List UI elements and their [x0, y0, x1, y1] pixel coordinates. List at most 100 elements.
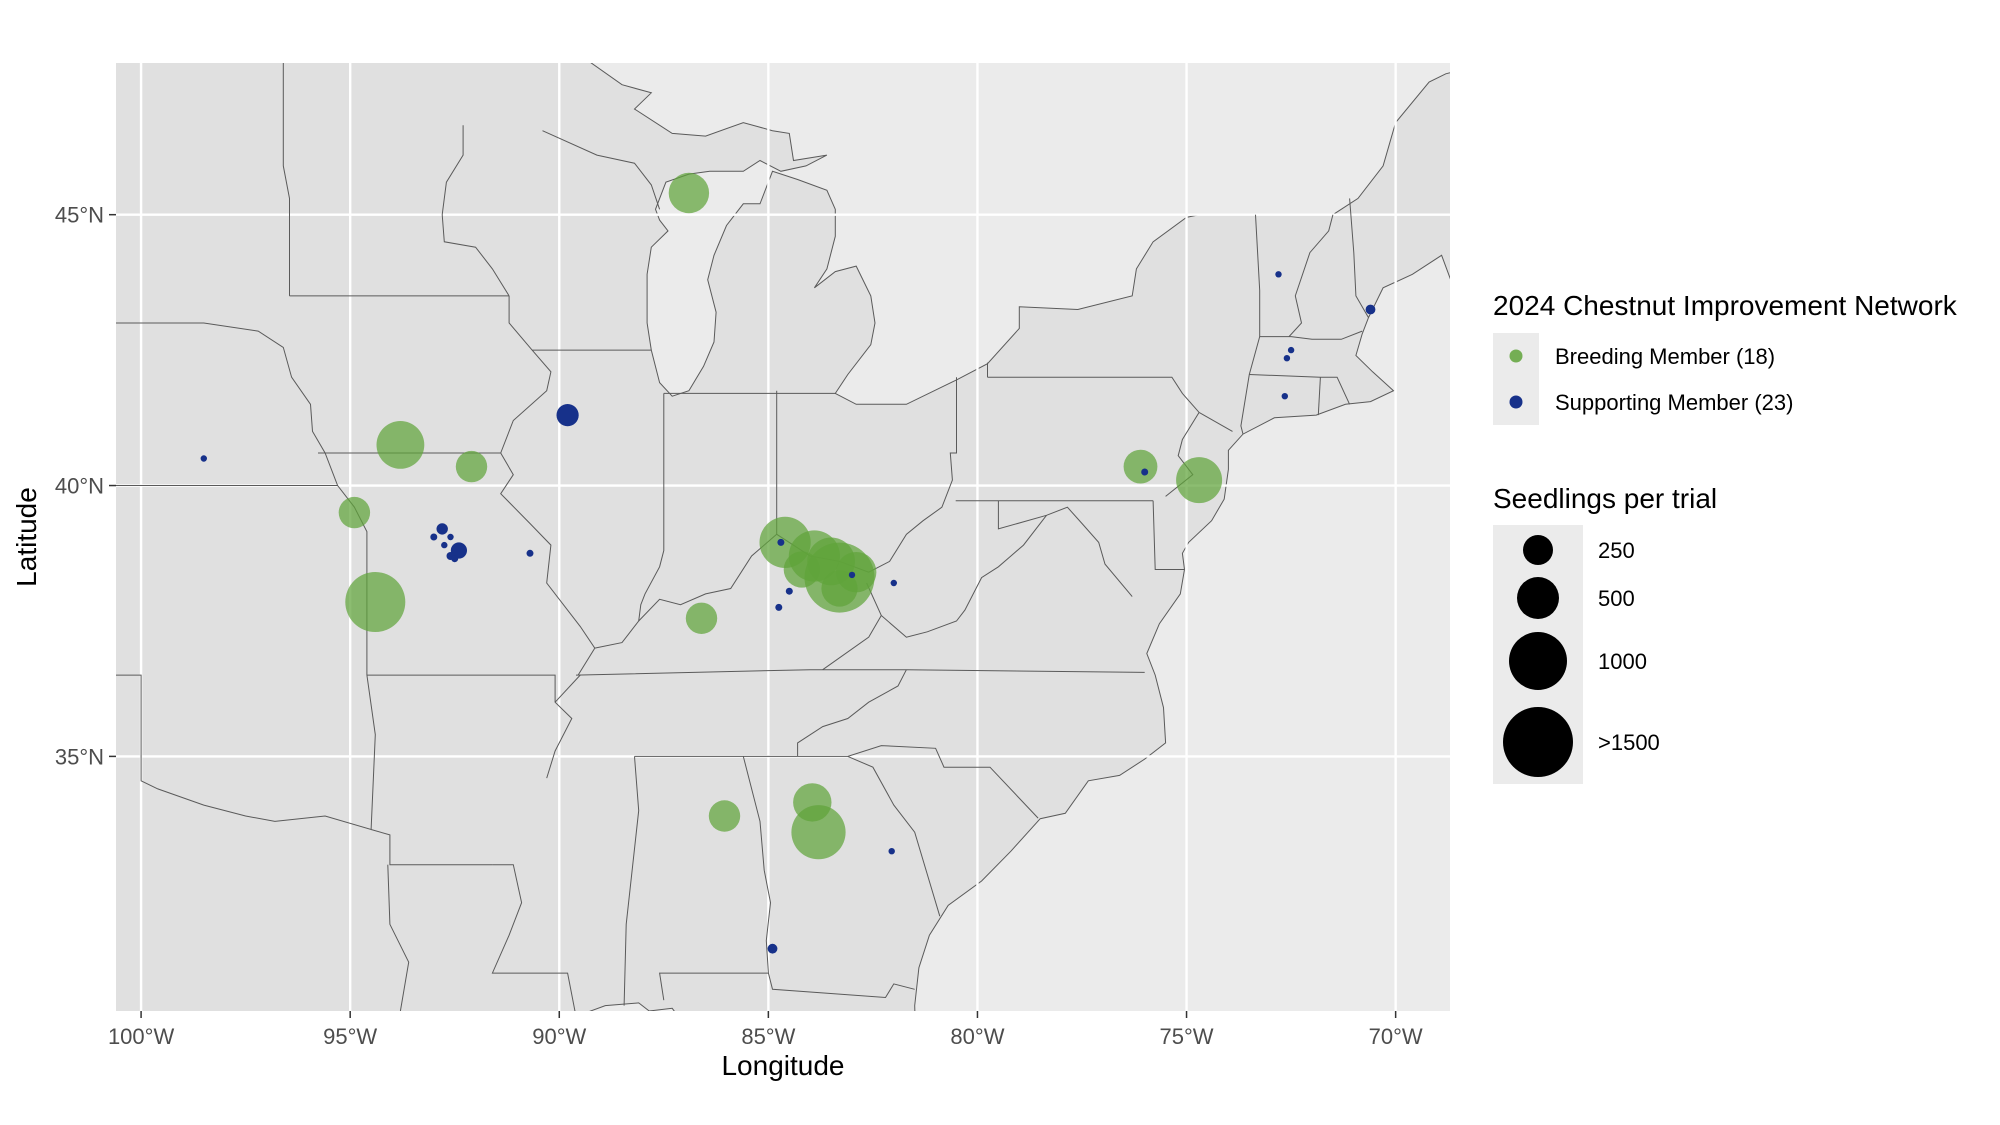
y-axis-title: Latitude [11, 487, 42, 587]
supporting-member-point [848, 571, 856, 579]
supporting-member-point [1283, 355, 1291, 362]
size-key-1500-label: >1500 [1598, 730, 1660, 755]
state-border-line [638, 393, 665, 622]
size-key-250-label: 250 [1598, 538, 1635, 563]
supporting-member-point [450, 542, 467, 559]
supporting-member-point [777, 538, 785, 546]
breeding-member-point [338, 496, 371, 529]
x-tick-label: 75°W [1160, 1024, 1214, 1049]
size-key-500-dot [1517, 577, 1559, 619]
state-border-line [370, 829, 493, 866]
supporting-member-point [888, 848, 895, 855]
x-tick-label: 85°W [741, 1024, 795, 1049]
state-border-line [387, 864, 410, 1011]
breeding-member-point [345, 572, 406, 632]
state-border-line [1249, 374, 1351, 405]
supporting-member-point [1287, 346, 1295, 354]
supporting-member-point [1141, 468, 1149, 476]
y-tick-label: 45°N [55, 203, 104, 228]
supporting-member-point [767, 943, 778, 954]
size-key-1000-label: 1000 [1598, 649, 1647, 674]
breeding-member-point [708, 800, 741, 832]
state-border-line [767, 972, 915, 999]
state-border-line [441, 125, 510, 297]
member-type-legend-key-background [1493, 333, 1539, 425]
x-tick-label: 100°W [108, 1024, 175, 1049]
size-key-250-dot [1523, 535, 1553, 565]
breeding-member-point [376, 421, 425, 469]
state-border-line [554, 674, 581, 703]
state-border-line [366, 674, 573, 779]
size-key-500-label: 500 [1598, 586, 1635, 611]
y-tick-label: 35°N [55, 744, 104, 769]
breeding-member-point [685, 602, 718, 634]
y-tick-label: 40°N [55, 474, 104, 499]
breeding-member-point [1123, 449, 1158, 484]
size-key-1000-dot [1509, 632, 1567, 690]
x-axis-title: Longitude [721, 1050, 844, 1081]
supporting-member-point [436, 523, 448, 535]
map-panel [116, 63, 1450, 1011]
state-border-line [1317, 377, 1321, 416]
supporting-member-point [526, 549, 534, 557]
seedlings-size-legend: Seedlings per trial 250 500 1000 >1500 [1493, 483, 1717, 784]
supporting-member-point [556, 404, 579, 427]
supporting-member-point [785, 587, 793, 595]
state-border-line [659, 756, 772, 1001]
state-border-line [1288, 214, 1334, 337]
state-border-line [116, 674, 376, 831]
breeding-member-point [783, 551, 820, 588]
state-border-line [1152, 500, 1185, 570]
x-tick-label: 90°W [532, 1024, 586, 1049]
state-border-line [1255, 214, 1363, 340]
supporting-member-point [451, 555, 459, 563]
breeding-member-point [455, 450, 488, 483]
state-border-line [822, 615, 882, 671]
x-tick-label: 80°W [950, 1024, 1004, 1049]
state-border-line [318, 452, 596, 676]
breeding-member-point [1176, 457, 1223, 504]
state-border-line [797, 669, 907, 757]
member-type-legend-title: 2024 Chestnut Improvement Network [1493, 290, 1958, 321]
breeding-member-label: Breeding Member (18) [1555, 344, 1775, 369]
size-key-1500-dot [1503, 707, 1573, 777]
breeding-member-point [821, 570, 858, 607]
state-border-line [623, 756, 640, 1006]
supporting-member-point [447, 533, 454, 541]
state-border-line [1248, 336, 1261, 375]
state-border-line [491, 864, 576, 1011]
supporting-member-point [1275, 271, 1282, 278]
y-axis-ticks: 35°N 40°N 45°N [55, 203, 116, 769]
supporting-member-point [890, 579, 897, 587]
supporting-member-point [775, 603, 783, 611]
supporting-member-points [200, 271, 1376, 954]
supporting-member-point [430, 533, 438, 541]
supporting-member-point [200, 455, 207, 462]
member-type-legend: 2024 Chestnut Improvement Network Breedi… [1493, 290, 1958, 425]
supporting-member-point [1281, 393, 1289, 400]
state-border-line [542, 130, 661, 210]
state-border-line [987, 376, 1200, 413]
state-border-line [575, 669, 1145, 676]
breeding-member-point [791, 805, 846, 860]
supporting-member-key-dot [1509, 395, 1523, 409]
breeding-member-point [668, 172, 710, 214]
x-axis-ticks: 100°W 95°W 90°W 85°W 80°W 75°W 70°W [108, 1011, 1423, 1049]
supporting-member-point [1365, 304, 1376, 315]
state-border-line [866, 514, 1047, 638]
supporting-member-label: Supporting Member (23) [1555, 390, 1793, 415]
x-tick-label: 95°W [323, 1024, 377, 1049]
state-border-line [1240, 374, 1250, 435]
state-border-line [1198, 411, 1233, 432]
state-border-line [997, 500, 1133, 597]
seedlings-size-legend-title: Seedlings per trial [1493, 483, 1717, 514]
state-border-line [847, 755, 941, 917]
breeding-member-key-dot [1509, 349, 1523, 363]
state-border-line [1349, 198, 1369, 318]
supporting-member-point [441, 541, 448, 549]
state-border-line [500, 295, 552, 454]
breeding-member-points [338, 172, 1223, 860]
state-border-line [282, 63, 290, 296]
x-tick-label: 70°W [1369, 1024, 1423, 1049]
